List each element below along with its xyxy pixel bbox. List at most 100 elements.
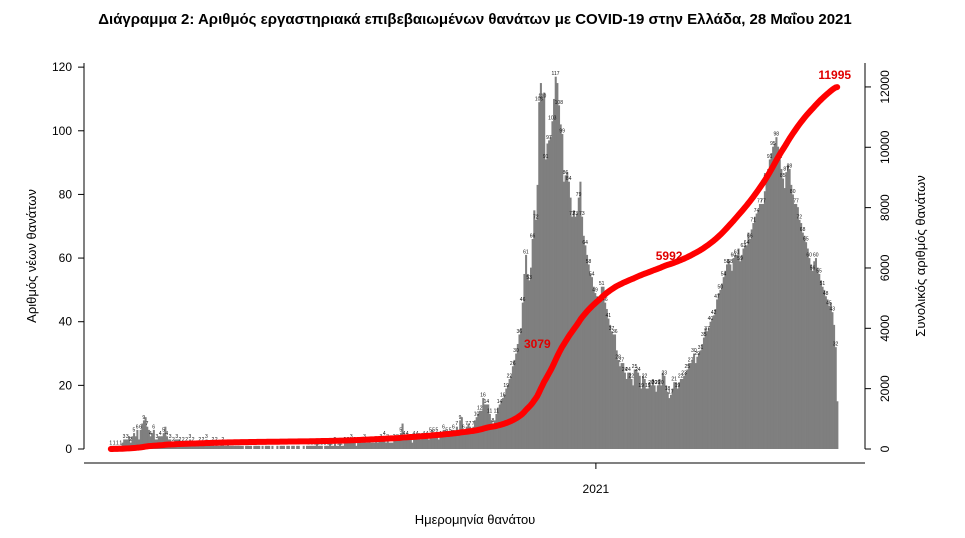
bar [266,445,269,449]
bar [785,172,788,449]
bar [831,312,834,449]
bar-label: 77 [757,198,763,204]
left-axis-tick-label: 80 [59,187,73,201]
bar-label: 16 [500,393,506,399]
bar-label: 73 [579,211,585,217]
bar [711,318,714,449]
bar [281,445,284,449]
bar [138,439,141,449]
y-axis-label-right: Συνολικός αριθμός θανάτων [913,175,928,336]
bar [803,235,806,449]
right-axis-tick-label: 0 [878,445,892,452]
bar [740,254,743,449]
right-axis-tick-label: 2000 [878,375,892,402]
bar-label: 86 [563,170,569,176]
bar [543,92,546,449]
bar [245,445,248,449]
bar [352,442,355,449]
bar [411,442,414,449]
bar-label: 60 [731,253,737,259]
bar [381,439,384,449]
bar [225,445,228,449]
bar [826,299,829,449]
bar [806,248,809,449]
bar-label: 41 [605,313,611,319]
bar [194,445,197,449]
bar [386,439,389,449]
bar-label: 109 [535,97,544,103]
bar [464,433,467,449]
right-axis-tick-label: 6000 [878,254,892,281]
bar [648,382,651,449]
bar [758,203,761,449]
bar-label: 36 [612,329,618,335]
bar-label: 60 [813,253,819,259]
bar [594,293,597,449]
bar [208,445,211,449]
bar [551,121,554,449]
bar [164,426,167,449]
right-axis-tick-label: 4000 [878,315,892,342]
bar-label: 19 [503,383,509,389]
bar [306,445,309,449]
bar [833,324,836,449]
left-axis-tick-label: 20 [59,378,73,392]
bar-label: 7 [465,421,468,427]
bar [123,439,126,449]
bar [562,181,565,449]
bar [152,429,155,449]
bar [287,445,290,449]
bar [350,439,353,449]
bar [584,245,587,449]
bar-label: 4 [403,431,406,437]
bar [233,445,236,449]
bar [276,445,279,449]
bar [734,254,737,449]
bar [546,143,549,449]
bar [755,213,758,449]
bar-label: 24 [622,367,628,373]
bar [590,277,593,449]
bar [643,378,646,449]
bar-label: 28 [615,354,621,360]
bar [829,302,832,449]
bar [615,350,618,449]
bar [599,296,602,449]
bar-label: 4 [159,431,162,437]
bar [457,429,460,449]
bar [136,429,139,449]
bar-label: 2 [202,437,205,443]
bar [749,238,752,449]
bar [490,420,493,449]
bar [800,223,803,449]
bar-label: 64 [582,240,588,246]
bar-label: 5 [445,428,448,434]
bar [816,267,819,449]
bar-label: 43 [829,307,835,313]
bar-label: 25 [685,364,691,370]
bar-label: 103 [548,116,557,122]
bar [353,442,356,449]
bar [801,232,804,449]
bar [778,159,781,450]
bar [656,385,659,449]
bar [391,442,394,449]
bar [446,433,449,449]
bar-label: 42 [711,310,717,316]
bar [534,219,537,449]
bar-label: 37 [704,326,710,332]
bar [689,363,692,449]
bar [666,391,669,449]
x-axis-tick-label: 2021 [583,482,610,496]
bar [416,436,419,449]
bar-label: 22 [507,373,513,379]
bar [595,296,598,449]
bar-label: 32 [833,342,839,348]
bar [628,372,631,449]
bar [821,286,824,449]
bar [805,242,808,449]
y-axis-label-left: Αριθμός νέων θανάτων [24,189,39,323]
bar [406,436,409,449]
bar [427,439,430,449]
bar [727,261,730,449]
